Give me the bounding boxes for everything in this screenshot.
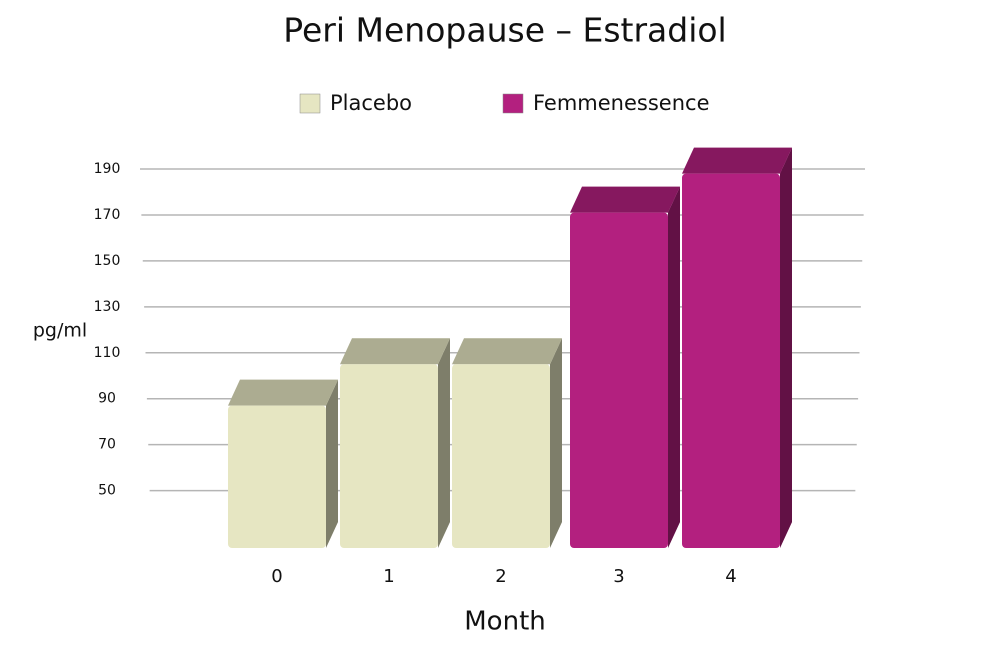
y-tick-label: 190	[94, 161, 121, 177]
bar-side-shade	[438, 338, 450, 548]
bar-side-shade	[550, 338, 562, 548]
bar-side-shade	[668, 186, 680, 548]
y-tick-label: 110	[94, 345, 121, 361]
chart-title: Peri Menopause – Estradiol	[283, 11, 726, 50]
legend-swatch	[502, 93, 524, 114]
legend-label: Placebo	[330, 91, 412, 115]
bar-top-shade	[682, 147, 792, 174]
x-tick-label: 3	[613, 566, 624, 587]
bar-side-shade	[780, 147, 792, 548]
bar	[340, 364, 438, 548]
y-tick-label: 90	[98, 391, 116, 407]
y-axis-label: pg/ml	[33, 320, 87, 342]
y-tick-label: 70	[98, 437, 116, 453]
bar-top-shade	[228, 379, 338, 406]
x-tick-label: 4	[725, 566, 736, 587]
bar-side-shade	[326, 379, 338, 548]
bar-top	[340, 338, 450, 365]
bar-top-shade	[340, 338, 450, 365]
x-tick-label: 0	[271, 566, 282, 587]
bar	[228, 405, 326, 548]
bar	[452, 364, 550, 548]
bar-top-shade	[570, 186, 680, 213]
bar	[682, 173, 780, 548]
bar-side	[780, 147, 792, 548]
bar-top	[228, 379, 338, 406]
bar-top	[452, 338, 562, 365]
bar	[570, 212, 668, 548]
legend-swatch	[299, 93, 321, 114]
y-tick-label: 130	[94, 299, 121, 315]
y-tick-label: 150	[94, 253, 121, 269]
bar-top	[570, 186, 680, 213]
legend-label: Femmenessence	[533, 91, 710, 115]
y-tick-label: 50	[98, 483, 116, 499]
x-axis-label: Month	[464, 607, 546, 637]
y-tick-label: 170	[94, 207, 121, 223]
bar-side	[326, 379, 338, 548]
bar-top-shade	[452, 338, 562, 365]
bar-side	[668, 186, 680, 548]
x-tick-label: 1	[383, 566, 394, 587]
bar-top	[682, 147, 792, 174]
bar-side	[550, 338, 562, 548]
x-tick-label: 2	[495, 566, 506, 587]
bar-side	[438, 338, 450, 548]
